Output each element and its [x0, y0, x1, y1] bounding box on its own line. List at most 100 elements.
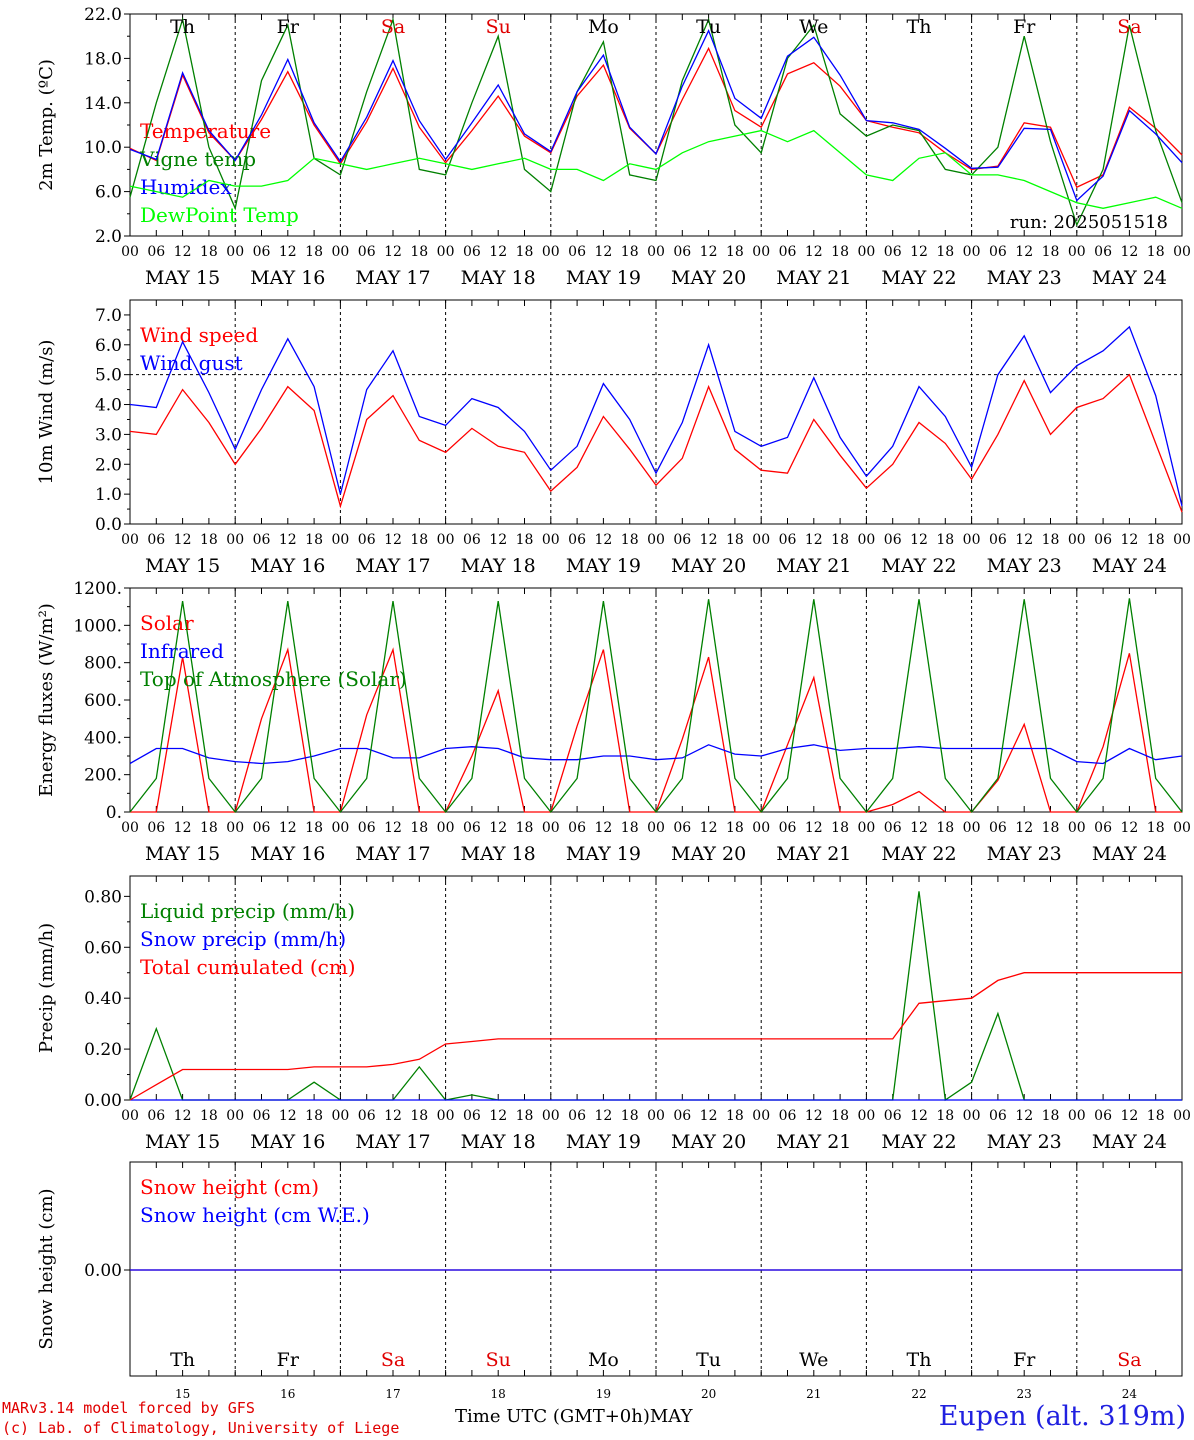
hour-label: 06: [779, 820, 797, 836]
hour-label: 12: [1120, 532, 1138, 548]
hour-label: 18: [305, 820, 323, 836]
hour-label: 12: [594, 1108, 612, 1124]
day-number: 15: [175, 1387, 190, 1400]
hour-label: 00: [752, 244, 770, 260]
day-label: MAY 23: [987, 843, 1062, 865]
hour-label: 18: [726, 532, 744, 548]
hour-label: 18: [305, 532, 323, 548]
day-label: MAY 17: [355, 843, 430, 865]
hour-label: 06: [884, 244, 902, 260]
hour-label: 06: [463, 1108, 481, 1124]
day-number: 21: [806, 1387, 821, 1400]
hour-label: 00: [857, 244, 875, 260]
hour-label: 18: [1042, 1108, 1060, 1124]
hour-label: 00: [226, 820, 244, 836]
hour-label: 00: [331, 532, 349, 548]
hour-label: 00: [121, 532, 139, 548]
day-number: 16: [280, 1387, 295, 1400]
hour-label: 18: [726, 244, 744, 260]
legend-entry: Total cumulated (cm): [140, 955, 356, 979]
day-label: MAY 17: [355, 1131, 430, 1153]
hour-label: 12: [700, 532, 718, 548]
hour-label: 06: [358, 1108, 376, 1124]
day-number: 19: [596, 1387, 611, 1400]
hour-label: 18: [200, 1108, 218, 1124]
day-label: MAY 16: [250, 1131, 325, 1153]
y-tick-label: 1000.: [73, 616, 122, 636]
hour-label: 00: [963, 1108, 981, 1124]
weekday-label: Th: [170, 16, 195, 38]
panel-frame: [129, 299, 1183, 525]
weekday-label-bottom: Tu: [696, 1349, 721, 1371]
hour-label: 18: [831, 244, 849, 260]
y-axis-label: Energy fluxes (W/m²): [36, 603, 57, 797]
hour-label: 06: [989, 244, 1007, 260]
hour-label: 06: [884, 532, 902, 548]
hour-label: 00: [542, 532, 560, 548]
day-label: MAY 16: [250, 555, 325, 577]
hour-label: 06: [779, 1108, 797, 1124]
day-label: MAY 15: [145, 555, 220, 577]
hour-label: 00: [437, 244, 455, 260]
day-label: MAY 23: [987, 267, 1062, 289]
day-label: MAY 22: [881, 555, 956, 577]
day-label: MAY 23: [987, 555, 1062, 577]
legend-entry: Wind speed: [140, 323, 258, 347]
panel-frame: [129, 587, 1183, 813]
hour-label: 18: [516, 532, 534, 548]
y-tick-label: 0.60: [84, 938, 122, 958]
day-label: MAY 21: [776, 1131, 851, 1153]
hour-label: 06: [1094, 532, 1112, 548]
y-tick-label: 0.0: [95, 515, 122, 535]
y-tick-label: 800.: [84, 654, 122, 674]
day-label: MAY 19: [566, 1131, 641, 1153]
hour-label: 12: [1015, 244, 1033, 260]
legend-entry: Wind gust: [140, 351, 243, 375]
hour-label: 18: [410, 244, 428, 260]
hour-label: 00: [542, 244, 560, 260]
hour-label: 06: [1094, 1108, 1112, 1124]
credit-line-2: (c) Lab. of Climatology, University of L…: [2, 1419, 400, 1437]
hour-label: 12: [1015, 532, 1033, 548]
hour-label: 06: [673, 532, 691, 548]
weekday-label: Tu: [696, 16, 721, 38]
hour-label: 12: [910, 820, 928, 836]
hour-label: 18: [831, 1108, 849, 1124]
hour-label: 00: [1068, 244, 1086, 260]
weekday-label: Sa: [381, 16, 405, 38]
hour-label: 06: [673, 820, 691, 836]
y-tick-label: 0.00: [84, 1261, 122, 1281]
hour-label: 00: [752, 820, 770, 836]
hour-label: 18: [726, 820, 744, 836]
hour-label: 00: [542, 820, 560, 836]
hour-label: 12: [805, 244, 823, 260]
legend-entry: Top of Atmosphere (Solar): [140, 667, 407, 691]
weekday-label-bottom: Fr: [277, 1349, 300, 1371]
day-label: MAY 20: [671, 555, 746, 577]
day-label: MAY 20: [671, 267, 746, 289]
hour-label: 18: [1147, 1108, 1165, 1124]
time-axis-label: Time UTC (GMT+0h)MAY: [455, 1406, 692, 1427]
hour-label: 06: [673, 244, 691, 260]
station-name: Eupen (alt. 319m): [938, 1401, 1186, 1432]
hour-label: 06: [989, 532, 1007, 548]
weekday-label: Th: [907, 16, 932, 38]
legend-entry: Snow height (cm W.E.): [140, 1203, 370, 1227]
legend-entry: Snow precip (mm/h): [140, 927, 346, 951]
day-number: 24: [1122, 1387, 1138, 1400]
series-line-1: [129, 17, 1183, 227]
hour-label: 12: [1120, 244, 1138, 260]
weekday-label-bottom: We: [799, 1349, 828, 1371]
day-label: MAY 18: [461, 267, 536, 289]
hour-label: 00: [857, 532, 875, 548]
y-tick-label: 10.0: [84, 138, 122, 158]
y-tick-label: 2.0: [95, 455, 122, 475]
hour-label: 00: [1068, 532, 1086, 548]
hour-label: 12: [594, 820, 612, 836]
y-tick-label: 2.0: [95, 227, 122, 247]
hour-label: 12: [1015, 820, 1033, 836]
weekday-label-bottom: Su: [486, 1349, 511, 1371]
hour-label: 12: [910, 244, 928, 260]
hour-label: 12: [279, 532, 297, 548]
hour-label: 06: [568, 820, 586, 836]
